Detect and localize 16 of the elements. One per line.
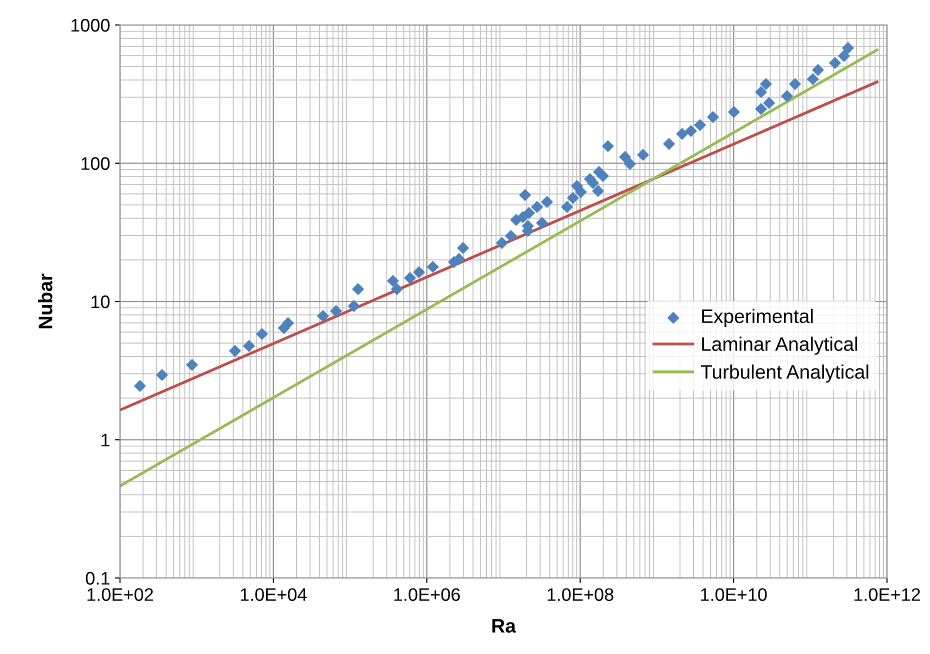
- y-axis-title: Nubar: [38, 274, 52, 328]
- x-tick-label: 1.0E+02: [87, 588, 153, 601]
- legend-label: Turbulent Analytical: [700, 364, 868, 383]
- x-tick-label: 1.0E+12: [854, 588, 920, 601]
- x-tick-label: 1.0E+10: [701, 588, 767, 601]
- x-tick-label: 1.0E+06: [394, 588, 460, 601]
- y-tick-label: 1000: [71, 18, 110, 32]
- y-tick-label: 10: [92, 295, 110, 308]
- x-tick-label: 1.0E+04: [240, 588, 307, 601]
- y-tick-label: 0.1: [86, 572, 110, 585]
- x-axis-title: Ra: [492, 619, 516, 633]
- x-tick-label: 1.0E+08: [548, 588, 614, 601]
- legend-label: Experimental: [702, 308, 813, 327]
- y-tick-label: 100: [82, 157, 110, 170]
- legend-label: Laminar Analytical: [702, 336, 858, 355]
- y-tick-label: 1: [102, 434, 110, 446]
